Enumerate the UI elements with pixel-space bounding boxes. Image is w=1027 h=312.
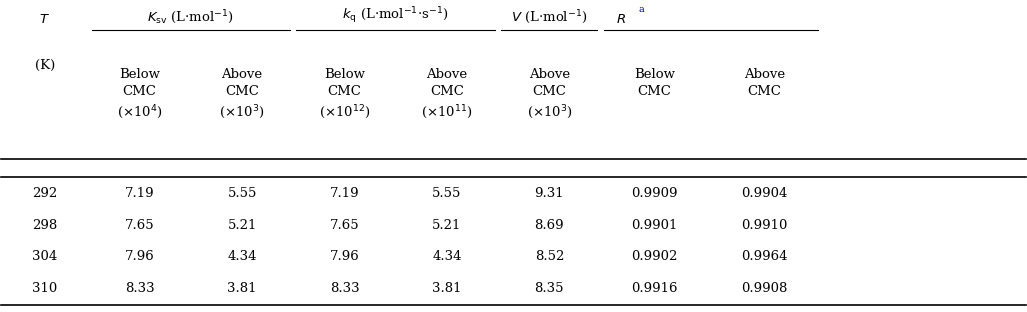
Text: 4.34: 4.34 <box>227 250 257 263</box>
Text: 0.9908: 0.9908 <box>741 282 788 295</box>
Text: 0.9901: 0.9901 <box>632 218 678 232</box>
Text: Below
CMC: Below CMC <box>634 68 675 98</box>
Text: $V$ (L·mol$^{-1}$): $V$ (L·mol$^{-1}$) <box>511 8 587 26</box>
Text: Below
CMC
($\times$10$^{12}$): Below CMC ($\times$10$^{12}$) <box>318 68 371 121</box>
Text: 9.31: 9.31 <box>534 187 564 200</box>
Text: 3.81: 3.81 <box>227 282 257 295</box>
Text: 5.55: 5.55 <box>432 187 461 200</box>
Text: 7.19: 7.19 <box>330 187 359 200</box>
Text: $K_{\mathrm{sv}}$ (L·mol$^{-1}$): $K_{\mathrm{sv}}$ (L·mol$^{-1}$) <box>148 8 234 26</box>
Text: 0.9909: 0.9909 <box>631 187 678 200</box>
Text: 7.65: 7.65 <box>125 218 154 232</box>
Text: 8.33: 8.33 <box>125 282 154 295</box>
Text: 5.21: 5.21 <box>432 218 461 232</box>
Text: 0.9904: 0.9904 <box>741 187 788 200</box>
Text: Above
CMC: Above CMC <box>744 68 785 98</box>
Text: 8.69: 8.69 <box>534 218 564 232</box>
Text: 0.9902: 0.9902 <box>632 250 678 263</box>
Text: (K): (K) <box>35 59 55 72</box>
Text: 7.96: 7.96 <box>330 250 359 263</box>
Text: 310: 310 <box>32 282 58 295</box>
Text: 7.19: 7.19 <box>125 187 154 200</box>
Text: 8.52: 8.52 <box>535 250 564 263</box>
Text: Above
CMC
($\times$10$^{3}$): Above CMC ($\times$10$^{3}$) <box>527 68 572 121</box>
Text: 292: 292 <box>32 187 58 200</box>
Text: $k_{\mathrm{q}}$ (L·mol$^{-1}$·s$^{-1}$): $k_{\mathrm{q}}$ (L·mol$^{-1}$·s$^{-1}$) <box>342 5 449 26</box>
Text: 8.35: 8.35 <box>535 282 564 295</box>
Text: Below
CMC
($\times$10$^{4}$): Below CMC ($\times$10$^{4}$) <box>117 68 162 121</box>
Text: 8.33: 8.33 <box>330 282 359 295</box>
Text: 7.96: 7.96 <box>125 250 154 263</box>
Text: 0.9910: 0.9910 <box>741 218 788 232</box>
Text: 5.21: 5.21 <box>227 218 257 232</box>
Text: 298: 298 <box>32 218 58 232</box>
Text: 0.9916: 0.9916 <box>631 282 678 295</box>
Text: 4.34: 4.34 <box>432 250 462 263</box>
Text: $R$: $R$ <box>616 13 625 26</box>
Text: 0.9964: 0.9964 <box>741 250 788 263</box>
Text: Above
CMC
($\times$10$^{3}$): Above CMC ($\times$10$^{3}$) <box>220 68 265 121</box>
Text: 7.65: 7.65 <box>330 218 359 232</box>
Text: 304: 304 <box>32 250 58 263</box>
Text: $T$: $T$ <box>39 13 50 26</box>
Text: a: a <box>639 5 644 14</box>
Text: 3.81: 3.81 <box>432 282 462 295</box>
Text: 5.55: 5.55 <box>227 187 257 200</box>
Text: Above
CMC
($\times$10$^{11}$): Above CMC ($\times$10$^{11}$) <box>421 68 472 121</box>
